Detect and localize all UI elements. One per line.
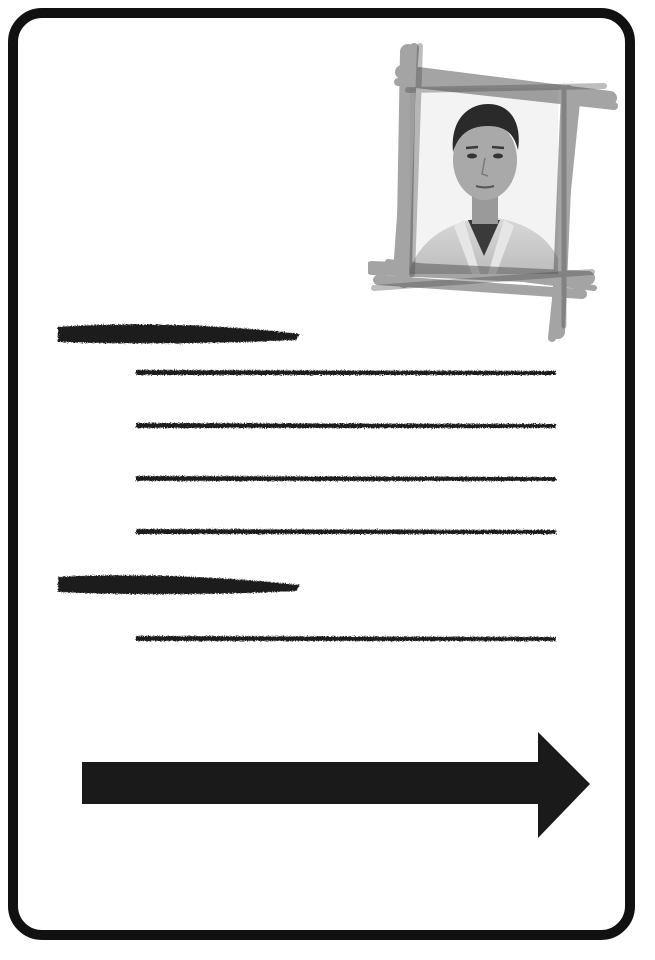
text-line — [136, 529, 556, 534]
arrow-right-icon[interactable] — [80, 732, 592, 840]
text-line — [136, 636, 556, 641]
section-heading-bar — [58, 324, 300, 344]
text-line — [136, 370, 556, 375]
section-heading-bar — [58, 575, 300, 595]
portrait-photo-icon — [368, 43, 618, 342]
text-line — [136, 476, 556, 481]
profile-photo — [368, 42, 618, 342]
text-line — [136, 423, 556, 428]
